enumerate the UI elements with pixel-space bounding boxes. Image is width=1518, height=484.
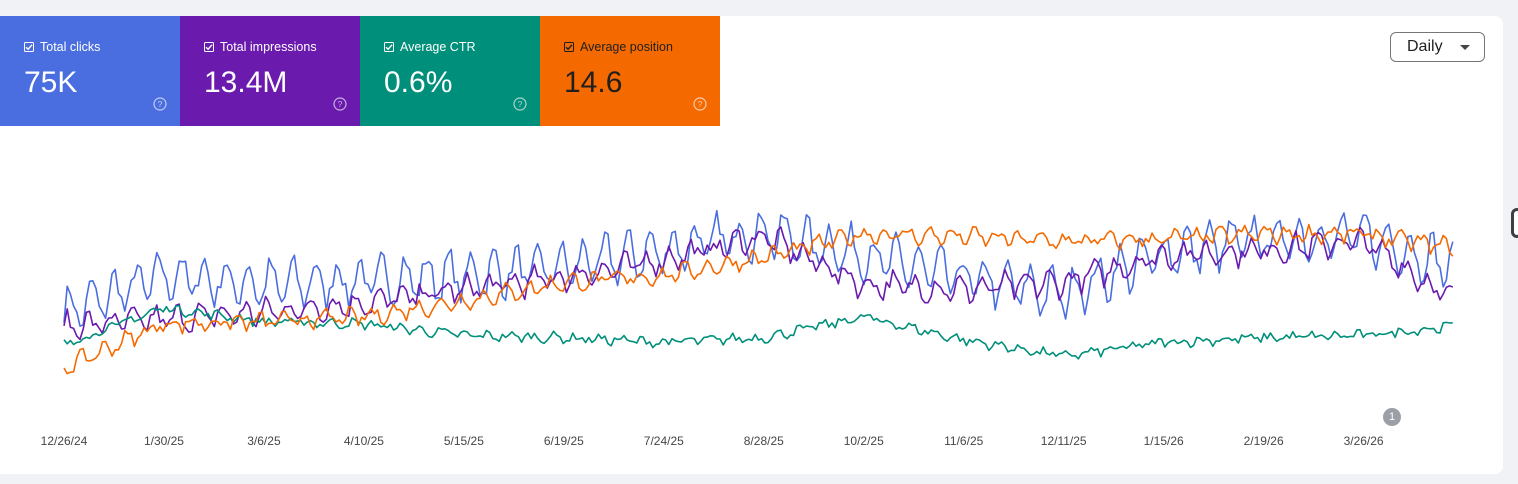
metric-value: 13.4M	[204, 66, 288, 99]
metric-tile-total-clicks[interactable]: Total clicks 75K ?	[0, 16, 180, 126]
help-circle-icon[interactable]: ?	[153, 97, 167, 111]
x-axis-tick-label: 3/26/26	[1343, 434, 1384, 448]
checkbox-checked-icon[interactable]	[564, 42, 574, 52]
svg-text:?: ?	[698, 99, 703, 109]
svg-text:?: ?	[158, 99, 163, 109]
x-axis-tick-label: 11/6/25	[944, 434, 984, 448]
x-axis-labels: 12/26/24 1/30/25 3/6/25 4/10/25 5/15/25 6/19/…	[0, 434, 1503, 450]
metric-header: Total clicks	[24, 40, 100, 54]
svg-text:?: ?	[338, 99, 343, 109]
x-axis-tick-label: 10/2/25	[843, 434, 884, 448]
x-axis-tick-label: 6/19/25	[543, 434, 584, 448]
metric-label: Total impressions	[220, 40, 317, 54]
x-axis-tick-label: 12/26/24	[40, 434, 88, 448]
checkbox-checked-icon[interactable]	[24, 42, 34, 52]
metric-header: Total impressions	[204, 40, 317, 54]
x-axis-tick-label: 2/19/26	[1243, 434, 1284, 448]
metric-value: 75K	[24, 66, 78, 99]
metric-tile-total-impressions[interactable]: Total impressions 13.4M ?	[180, 16, 360, 126]
checkbox-checked-icon[interactable]	[384, 42, 394, 52]
metric-value: 14.6	[564, 66, 623, 99]
x-axis-tick-label: 5/15/25	[443, 434, 484, 448]
metric-header: Average position	[564, 40, 673, 54]
chevron-down-icon	[1460, 45, 1470, 50]
x-axis-tick-label: 3/6/25	[247, 434, 281, 448]
metric-value: 0.6%	[384, 66, 453, 99]
checkbox-checked-icon[interactable]	[204, 42, 214, 52]
series-line-total-clicks	[63, 209, 1454, 327]
x-axis-tick-label: 7/24/25	[643, 434, 684, 448]
series-line-total-impressions	[63, 226, 1454, 341]
annotation-marker[interactable]: 1	[1383, 408, 1401, 426]
x-axis-tick-label: 1/30/25	[143, 434, 184, 448]
granularity-dropdown[interactable]: Daily	[1390, 32, 1485, 62]
x-axis-tick-label: 1/15/26	[1143, 434, 1184, 448]
performance-card: Total clicks 75K ? Total impressions 13.…	[0, 16, 1503, 474]
metric-tile-average-ctr[interactable]: Average CTR 0.6% ?	[360, 16, 540, 126]
performance-line-chart[interactable]	[0, 16, 1503, 474]
side-panel-handle[interactable]	[1511, 208, 1518, 238]
x-axis-tick-label: 8/28/25	[743, 434, 784, 448]
granularity-value: Daily	[1407, 38, 1443, 55]
x-axis-tick-label: 12/11/25	[1040, 434, 1087, 448]
help-circle-icon[interactable]: ?	[513, 97, 527, 111]
metric-label: Average position	[580, 40, 673, 54]
metric-label: Total clicks	[40, 40, 101, 54]
series-line-average-position	[63, 223, 1454, 375]
x-axis-tick-label: 4/10/25	[343, 434, 384, 448]
svg-text:?: ?	[518, 99, 523, 109]
help-circle-icon[interactable]: ?	[333, 97, 347, 111]
metric-header: Average CTR	[384, 40, 476, 54]
help-circle-icon[interactable]: ?	[693, 97, 707, 111]
metric-label: Average CTR	[400, 40, 476, 54]
metric-tile-average-position[interactable]: Average position 14.6 ?	[540, 16, 720, 126]
